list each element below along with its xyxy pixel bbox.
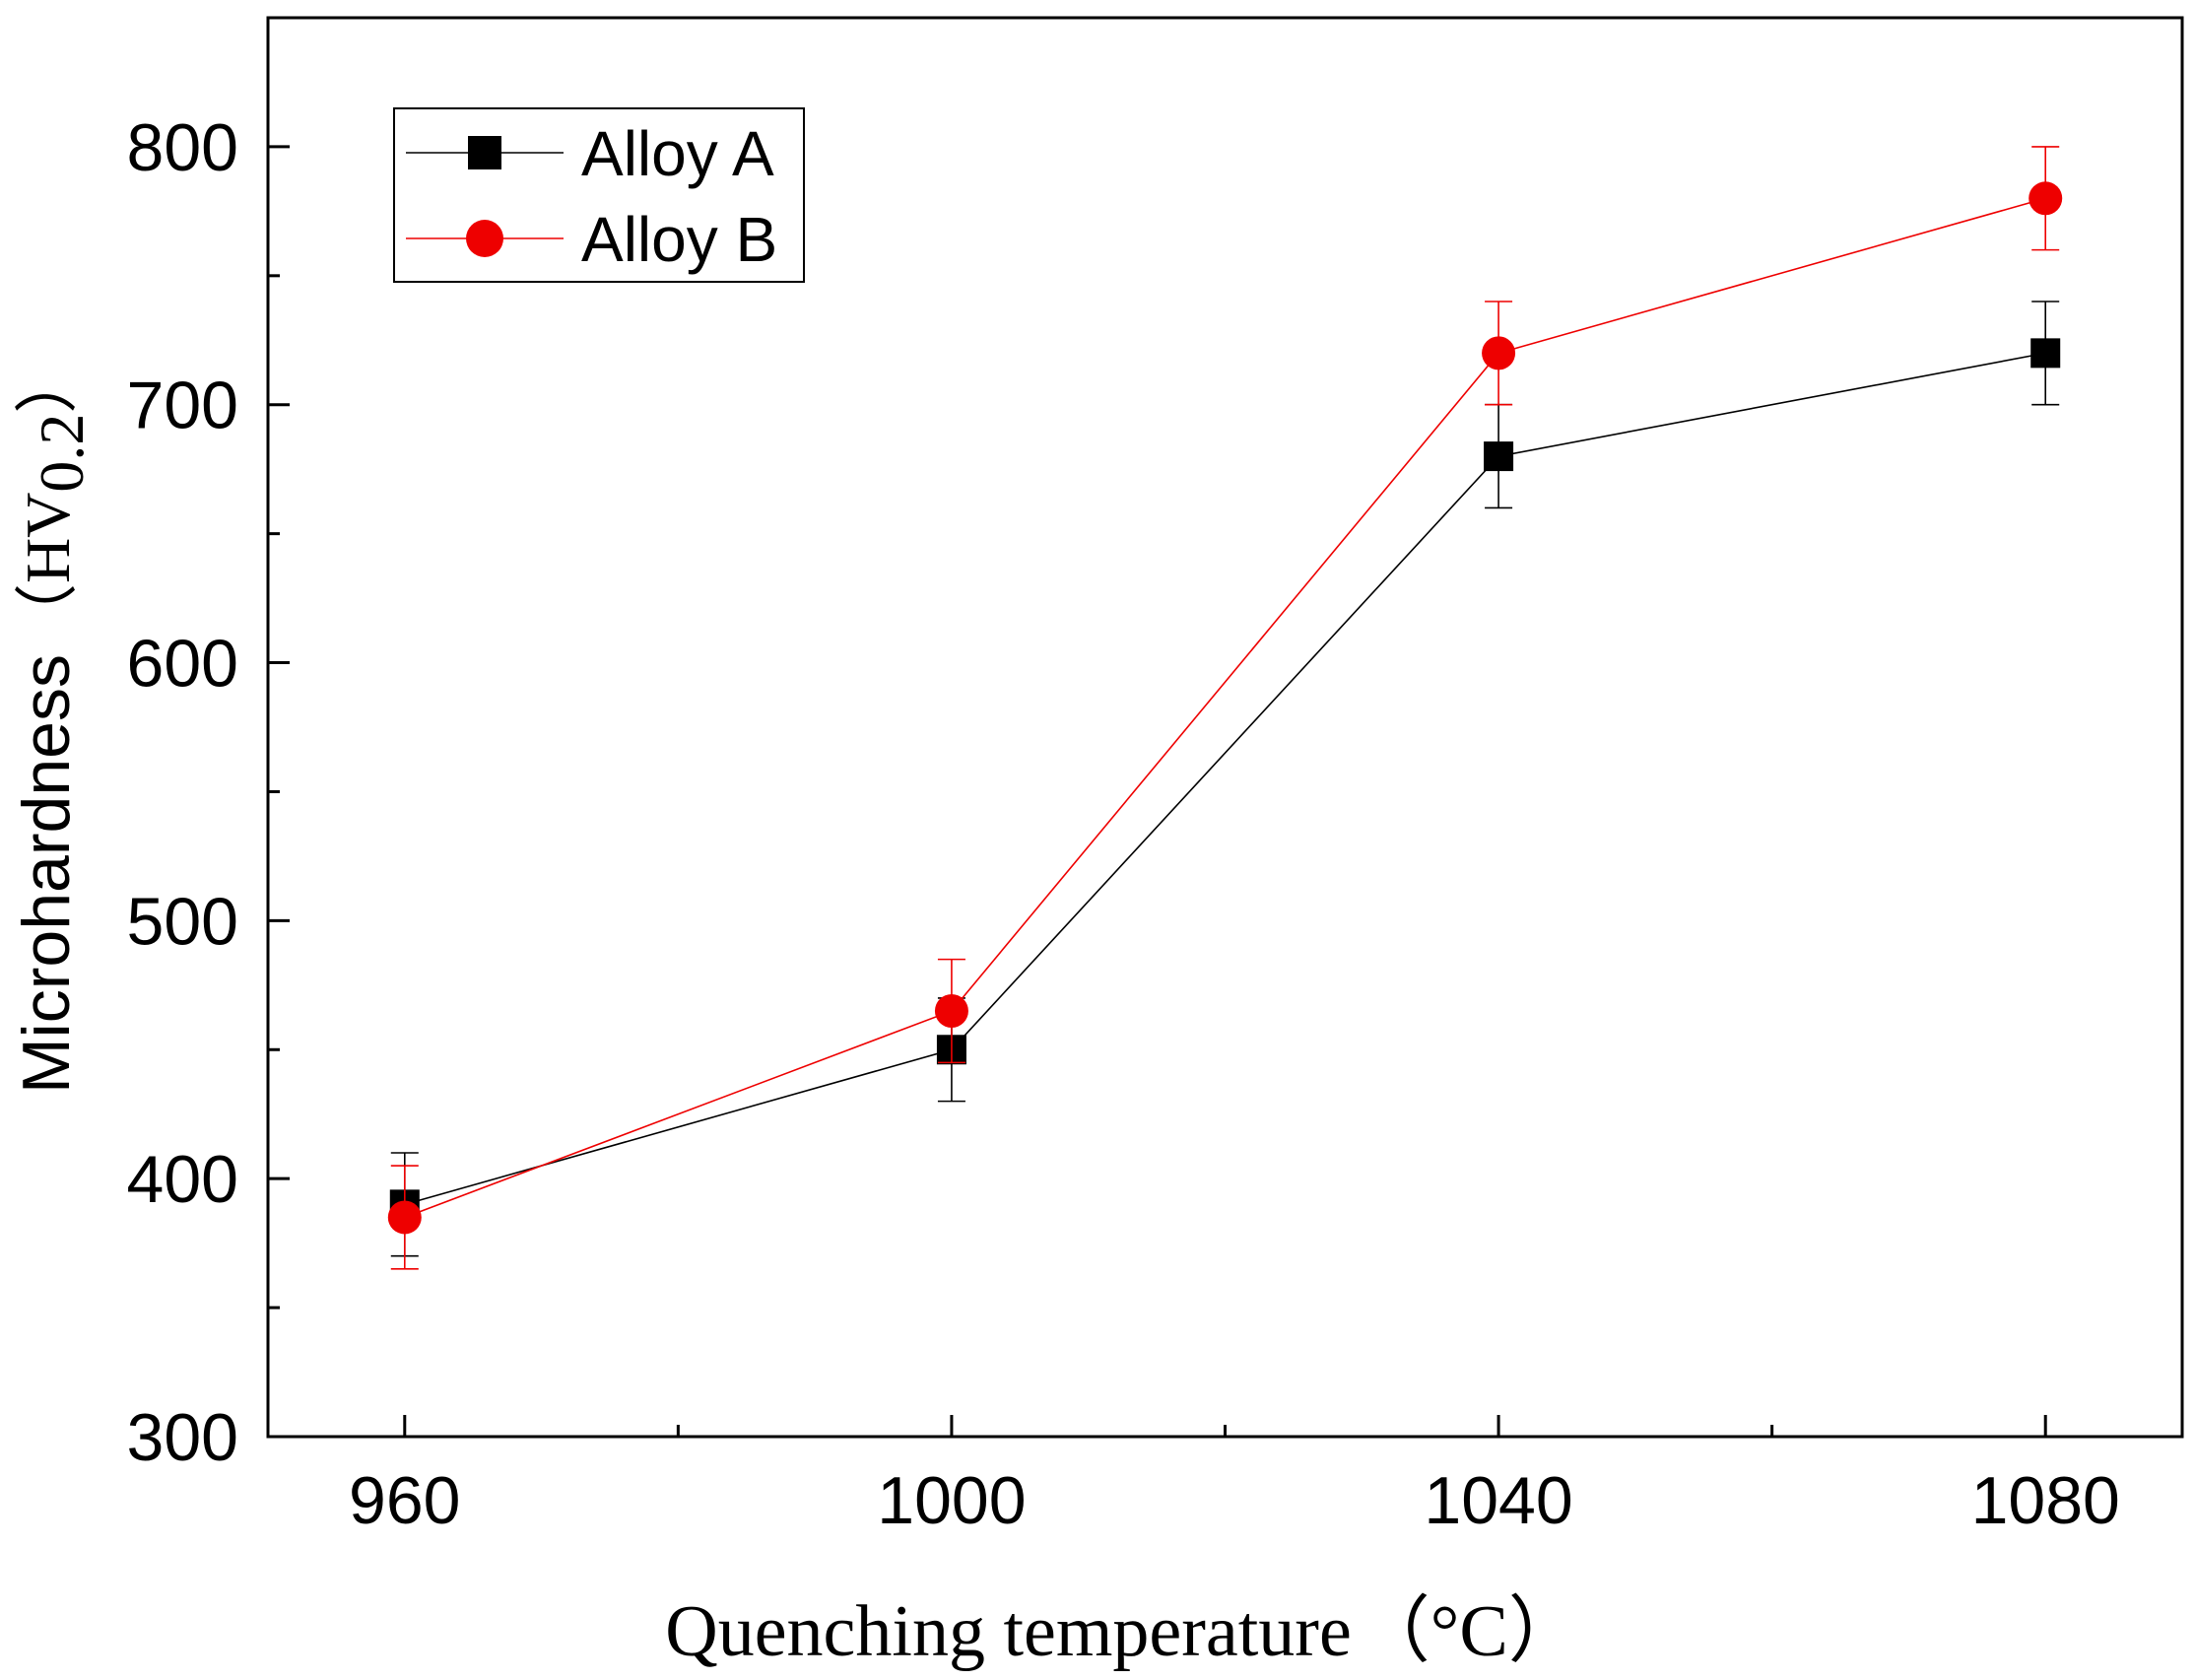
legend-label-alloy-a: Alloy A [581, 118, 774, 189]
y-tick-label: 800 [127, 110, 238, 185]
data-point-alloy-b [387, 1200, 422, 1235]
y-tick-label: 600 [127, 627, 238, 702]
legend-box [393, 107, 805, 283]
legend-marker-alloy-a [468, 136, 501, 169]
legend: Alloy A Alloy B [393, 107, 805, 283]
x-tick-label: 960 [349, 1463, 460, 1538]
axes: 960 1000 1040 1080 300 400 500 600 700 800 [127, 16, 2184, 1538]
x-tick-label: 1040 [1424, 1463, 1572, 1538]
data-point-alloy-b [1482, 336, 1516, 370]
legend-marker-alloy-b [466, 220, 503, 257]
plot-area [387, 146, 2063, 1270]
x-tick-label: 1000 [877, 1463, 1026, 1538]
y-tick-label: 500 [127, 884, 238, 959]
data-point-alloy-b [934, 994, 968, 1028]
x-axis-label: Quenching temperature（°C） [665, 1591, 1581, 1672]
data-point-alloy-b [2029, 181, 2063, 216]
y-tick-label: 700 [127, 369, 238, 443]
y-axis-label: Microhardness（HV0.2） [9, 351, 97, 1094]
legend-label-alloy-b: Alloy B [581, 204, 777, 275]
series-line-alloy-a [404, 352, 2046, 1206]
series-line-alloy-b [404, 197, 2046, 1219]
data-point-alloy-a [1484, 441, 1514, 472]
x-tick-label: 1080 [1971, 1463, 2120, 1538]
data-point-alloy-a [2030, 338, 2061, 369]
y-tick-label: 400 [127, 1142, 238, 1217]
y-tick-label: 300 [127, 1400, 238, 1475]
